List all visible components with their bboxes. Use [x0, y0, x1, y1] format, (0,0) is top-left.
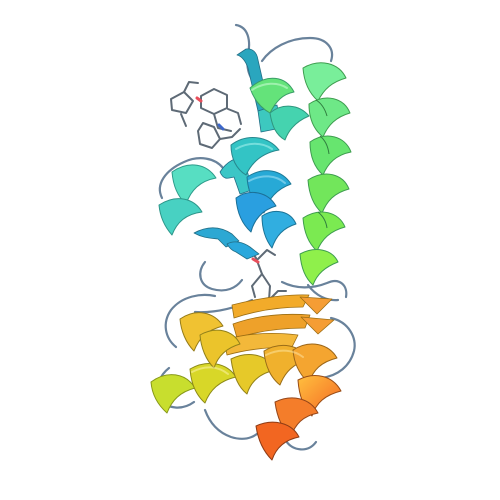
right-green-helix: [299, 62, 352, 286]
upper-helix-ribbons: [158, 77, 310, 249]
lower-beta-sheet: [223, 294, 335, 356]
lower-helix-ribbons: [150, 312, 342, 461]
shade-highlights: [191, 82, 304, 375]
